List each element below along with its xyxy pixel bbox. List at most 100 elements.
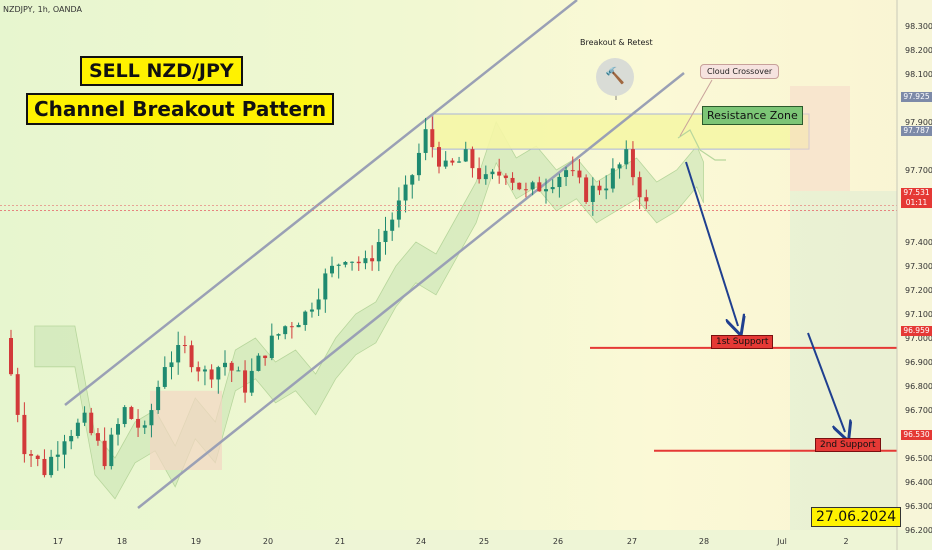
candle-body xyxy=(249,370,254,393)
candle-body xyxy=(617,164,622,169)
candle-body xyxy=(624,149,629,165)
candle-body xyxy=(236,370,241,372)
candle-body xyxy=(450,160,455,163)
candle-body xyxy=(256,355,261,371)
candle-body xyxy=(336,264,341,266)
x-tick-label: 27 xyxy=(627,537,637,546)
arrows-layer xyxy=(615,79,845,432)
y-tick-label: 96.800 xyxy=(905,382,932,391)
y-tick-label: 97.000 xyxy=(905,334,932,343)
candle-body xyxy=(517,182,522,190)
candle-body xyxy=(483,174,488,180)
candle-body xyxy=(309,309,314,312)
second-support-label: 2nd Support xyxy=(815,438,881,452)
first-support-label: 1st Support xyxy=(711,335,774,349)
candle-body xyxy=(42,458,47,476)
candle-body xyxy=(403,184,408,201)
candle-body xyxy=(156,386,161,411)
price-tag-resistance-bottom: 97.787 xyxy=(901,126,932,136)
candle-body xyxy=(289,326,294,328)
candles-layer xyxy=(9,116,649,478)
title-channel-breakout: Channel Breakout Pattern xyxy=(26,93,335,125)
x-tick-label: 2 xyxy=(843,537,848,546)
candle-body xyxy=(276,334,281,336)
x-tick-label: 21 xyxy=(335,537,345,546)
candle-body xyxy=(550,187,555,190)
candle-body xyxy=(423,129,428,153)
y-tick-label: 97.400 xyxy=(905,238,932,247)
candle-body xyxy=(62,441,67,455)
candle-body xyxy=(29,454,34,456)
title-sell-nzdjpy: SELL NZD/JPY xyxy=(80,56,243,86)
y-tick-label: 97.200 xyxy=(905,286,932,295)
candle-body xyxy=(243,370,248,393)
candle-body xyxy=(189,345,194,368)
candle-body xyxy=(396,200,401,220)
time-axis-panel xyxy=(0,530,932,550)
ichimoku-cloud-layer xyxy=(34,121,704,500)
x-tick-label: 24 xyxy=(416,537,426,546)
candle-body xyxy=(89,412,94,434)
candle-body xyxy=(383,230,388,243)
candle-body xyxy=(497,171,502,176)
candle-body xyxy=(269,335,274,359)
candle-body xyxy=(69,435,74,442)
candle-body xyxy=(162,367,167,387)
candle-body xyxy=(343,262,348,265)
candle-body xyxy=(416,152,421,176)
symbol-header: NZDJPY, 1h, OANDA xyxy=(3,5,82,14)
candle-body xyxy=(430,129,435,148)
resistance-zone-label: Resistance Zone xyxy=(702,106,803,125)
candle-body xyxy=(122,407,127,425)
candle-body xyxy=(22,414,27,455)
cloud-crossover-connector xyxy=(679,79,713,137)
candle-body xyxy=(82,412,87,423)
candle-body xyxy=(202,369,207,372)
candle-body xyxy=(223,362,227,368)
x-tick-label: Jul xyxy=(776,537,787,546)
channel-layer xyxy=(64,0,726,509)
price-tag-current: 97.531 xyxy=(901,188,932,198)
y-tick-label: 97.700 xyxy=(905,166,932,175)
x-tick-label: 20 xyxy=(263,537,273,546)
y-tick-label: 98.100 xyxy=(905,70,932,79)
target-zone-bottom xyxy=(790,191,897,530)
target-zone-top xyxy=(790,86,850,191)
ichimoku-cloud xyxy=(34,121,704,500)
candle-body xyxy=(370,258,375,262)
y-tick-label: 97.100 xyxy=(905,310,932,319)
x-tick-label: 17 xyxy=(53,537,63,546)
candle-body xyxy=(35,455,40,459)
candle-body xyxy=(263,355,268,359)
candle-body xyxy=(544,189,548,192)
candle-body xyxy=(390,219,395,231)
candle-body xyxy=(457,161,462,163)
candle-body xyxy=(229,362,234,371)
y-tick-label: 96.400 xyxy=(905,478,932,487)
x-tick-label: 26 xyxy=(553,537,563,546)
channel-upper-line xyxy=(64,0,578,406)
channel-lower-line xyxy=(137,72,685,509)
candle-body xyxy=(644,197,649,202)
candle-body xyxy=(136,418,141,428)
candle-body xyxy=(537,182,542,192)
candle-body xyxy=(350,261,355,263)
candle-body xyxy=(630,149,635,178)
candle-body xyxy=(410,175,415,185)
candle-body xyxy=(584,177,589,202)
candle-body xyxy=(363,258,368,264)
y-tick-label: 97.900 xyxy=(905,118,932,127)
price-tag-resistance-top: 97.925 xyxy=(901,92,932,102)
candle-body xyxy=(9,338,13,375)
candle-body xyxy=(55,454,60,457)
candle-body xyxy=(510,177,515,183)
candle-body xyxy=(490,171,495,175)
candle-body xyxy=(303,311,308,325)
candle-body xyxy=(102,440,107,467)
breakout-retest-label: Breakout & Retest xyxy=(580,38,653,47)
x-tick-label: 25 xyxy=(479,537,489,546)
candle-body xyxy=(463,149,468,162)
hammer-icon: 🔨 xyxy=(596,58,634,96)
